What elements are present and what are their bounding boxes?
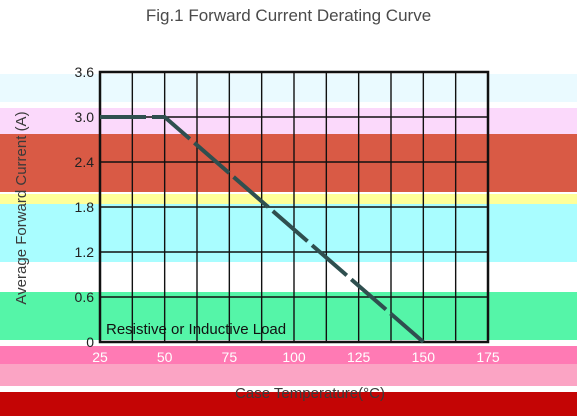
y-tick-label: 3.0: [75, 109, 95, 125]
y-tick-label: 1.2: [75, 244, 95, 260]
x-tick-label: 150: [412, 349, 436, 365]
chart-title: Fig.1 Forward Current Derating Curve: [145, 6, 432, 25]
x-tick-label: 75: [222, 349, 238, 365]
background-band-pink: [0, 108, 577, 134]
background-band-darkred: [0, 392, 577, 416]
background-band-magenta: [0, 346, 577, 364]
x-tick-label: 125: [347, 349, 371, 365]
y-axis-label: Average Forward Current (A): [13, 111, 30, 304]
background-band-rose: [0, 364, 577, 386]
background-band-red: [0, 134, 577, 192]
x-tick-label: 50: [157, 349, 173, 365]
x-tick-label: 100: [282, 349, 306, 365]
y-tick-label: 1.8: [75, 199, 95, 215]
x-tick-label: 175: [476, 349, 500, 365]
y-tick-label: 0: [86, 334, 94, 350]
y-tick-label: 0.6: [75, 289, 95, 305]
background-band-light: [0, 74, 577, 102]
y-tick-label: 3.6: [75, 64, 95, 80]
x-tick-label: 25: [92, 349, 108, 365]
load-annotation: Resistive or Inductive Load: [106, 321, 286, 338]
x-axis-label: Case Temperature(°C): [235, 385, 385, 402]
background-band-yellow: [0, 194, 577, 204]
background-band-green: [0, 292, 577, 340]
y-tick-label: 2.4: [75, 154, 95, 170]
